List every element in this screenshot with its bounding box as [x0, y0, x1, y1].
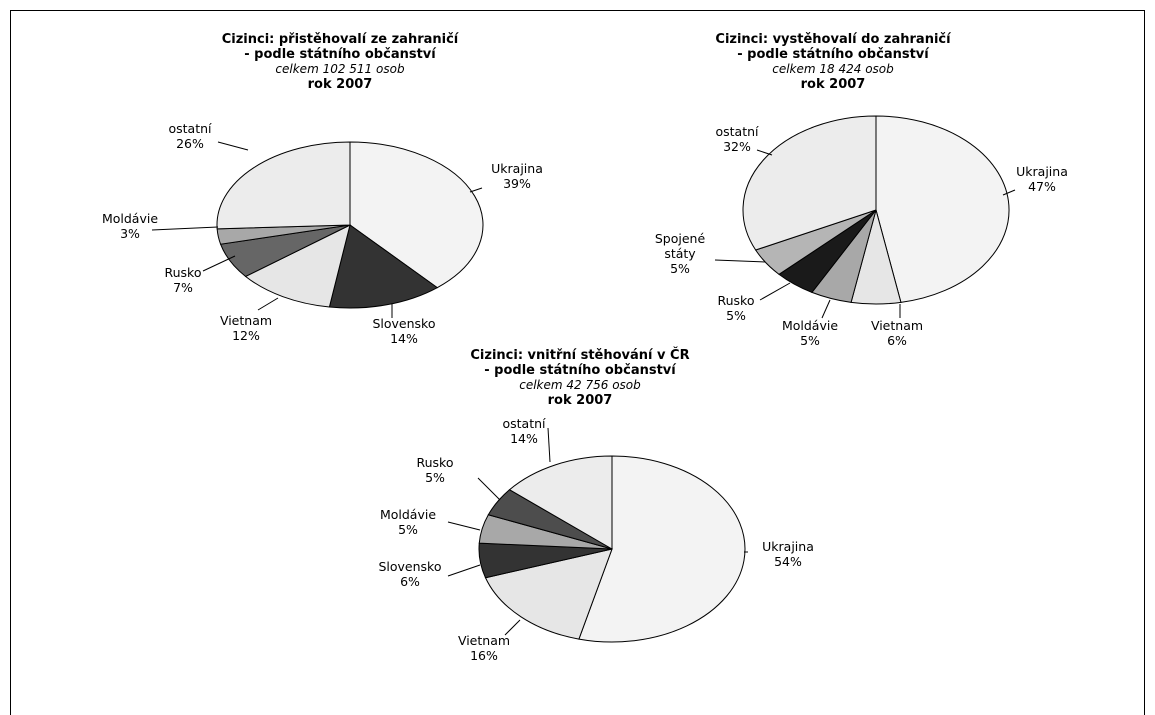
leader-line: [447, 521, 481, 531]
pie-slice-ostatni: [742, 115, 877, 251]
slice-label-slovensko: Slovensko 14%: [372, 316, 435, 346]
slice-label-vietnam: Vietnam 16%: [458, 633, 510, 663]
slice-label-moldavie: Moldávie 3%: [102, 211, 158, 241]
slice-label-ostatni: ostatní 14%: [502, 416, 546, 446]
slice-label-ukrajina: Ukrajina 39%: [491, 161, 543, 191]
pie-slice-slovensko: [328, 224, 439, 309]
slice-label-ukrajina: Ukrajina 47%: [1016, 164, 1068, 194]
pie-chart-1: Cizinci: přistěhovalí ze zahraničí- podl…: [102, 32, 543, 346]
chart-subtitle: celkem 42 756 osob: [519, 378, 641, 392]
pie-slice-ukrajina: [578, 455, 746, 643]
leader-line: [504, 619, 521, 636]
chart-subtitle: celkem 18 424 osob: [772, 62, 894, 76]
chart-year: rok 2007: [308, 77, 373, 92]
pie-slice-ukrajina: [349, 141, 484, 289]
leader-line: [1002, 189, 1016, 196]
leader-line: [447, 564, 481, 577]
pie-slice-vietnam: [484, 548, 613, 640]
slice-label-rusko: Rusko 7%: [165, 265, 202, 295]
leader-line: [151, 226, 219, 231]
chart-year: rok 2007: [548, 393, 613, 408]
slice-label-rusko: Rusko 5%: [417, 455, 454, 485]
leader-line: [759, 282, 791, 301]
leader-line: [714, 259, 766, 263]
slice-label-vietnam: Vietnam 12%: [220, 313, 272, 343]
slice-label-ostatni: ostatní 32%: [715, 124, 759, 154]
chart-title-line: Cizinci: přistěhovalí ze zahraničí: [222, 32, 460, 47]
pie-chart-2: Cizinci: vystěhovalí do zahraničí- podle…: [655, 32, 1068, 348]
leader-line: [469, 187, 483, 193]
chart-subtitle: celkem 102 511 osob: [275, 62, 405, 76]
pie-slice-ukrajina: [875, 115, 1010, 303]
pie-chart-3: Cizinci: vnitřní stěhování v ČR- podle s…: [378, 347, 813, 663]
chart-title-line: - podle státního občanství: [244, 47, 437, 62]
slice-label-ukrajina: Ukrajina 54%: [762, 539, 814, 569]
pie-slice-vietnam: [244, 224, 351, 308]
chart-title-line: Cizinci: vnitřní stěhování v ČR: [470, 347, 689, 363]
chart-title-line: - podle státního občanství: [737, 47, 930, 62]
leader-line: [202, 255, 236, 272]
slice-label-ostatni: ostatní 26%: [168, 121, 212, 151]
leader-line: [477, 477, 501, 501]
slice-label-moldavie: Moldávie 5%: [782, 318, 838, 348]
chart-title-line: Cizinci: vystěhovalí do zahraničí: [715, 32, 952, 47]
leader-line: [217, 141, 249, 151]
leader-line: [821, 299, 831, 319]
leader-line: [756, 149, 773, 156]
pie-slice-ostatni: [216, 141, 351, 230]
leader-line: [257, 297, 279, 311]
slice-label-slovensko: Slovensko 6%: [378, 559, 441, 589]
leader-line: [547, 427, 551, 463]
slice-label-spojene-staty: Spojené státy 5%: [655, 231, 706, 276]
slice-label-moldavie: Moldávie 5%: [380, 507, 436, 537]
slice-label-rusko: Rusko 5%: [718, 293, 755, 323]
chart-frame: [10, 10, 1145, 715]
slice-label-vietnam: Vietnam 6%: [871, 318, 923, 348]
pie-slice-ostatni: [508, 455, 613, 550]
chart-year: rok 2007: [801, 77, 866, 92]
chart-title-line: - podle státního občanství: [484, 363, 677, 378]
